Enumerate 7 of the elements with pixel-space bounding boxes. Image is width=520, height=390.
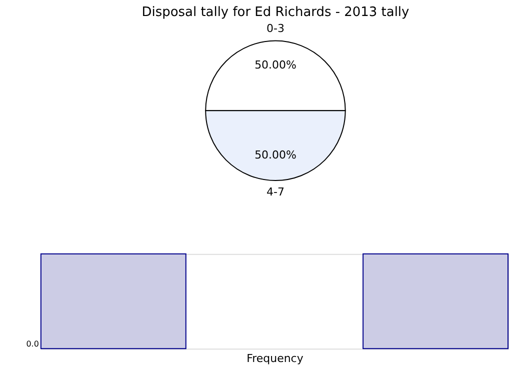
data-label: 50.00% bbox=[254, 148, 296, 162]
chart-title: Disposal tally for Ed Richards - 2013 tally bbox=[142, 4, 410, 20]
x-axis-title: Frequency bbox=[246, 352, 304, 366]
text: 0.0 bbox=[26, 340, 39, 349]
slice-label: 0-3 bbox=[266, 22, 284, 35]
data-label: 50.00% bbox=[254, 58, 296, 72]
slice-label: 4-7 bbox=[266, 185, 284, 198]
